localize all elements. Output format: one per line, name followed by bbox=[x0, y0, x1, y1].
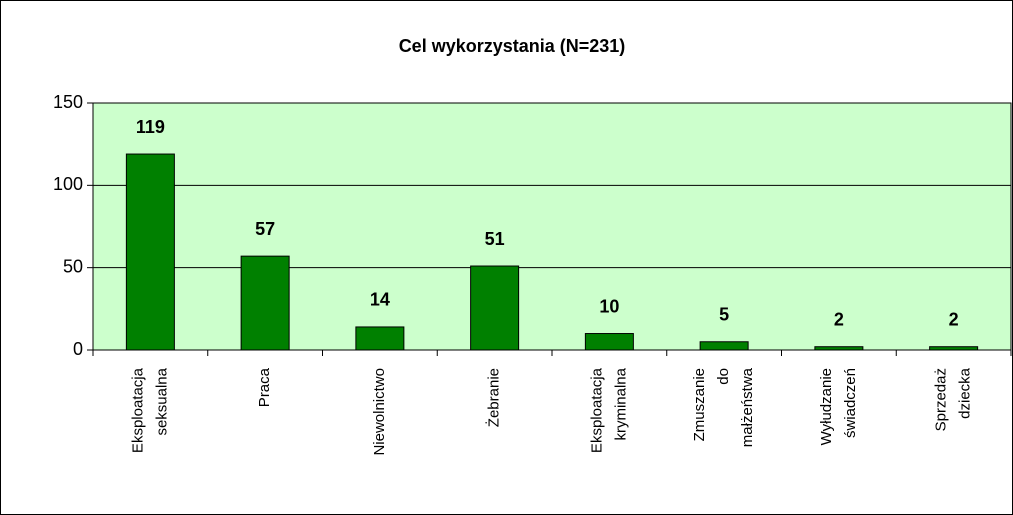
value-label: 51 bbox=[485, 229, 505, 249]
x-tick-label: dziecka bbox=[957, 367, 974, 419]
x-tick-label: Eksploatacja bbox=[588, 367, 605, 453]
x-tick-label: kryminalna bbox=[612, 367, 629, 440]
value-label: 57 bbox=[255, 219, 275, 239]
value-label: 5 bbox=[719, 305, 729, 325]
x-tick-label: małżeństwa bbox=[739, 367, 756, 447]
value-label: 10 bbox=[599, 296, 619, 316]
y-tick-label: 50 bbox=[63, 256, 83, 276]
value-label: 119 bbox=[136, 117, 165, 137]
bar bbox=[240, 255, 290, 351]
bar bbox=[699, 341, 749, 351]
bar bbox=[584, 333, 634, 351]
value-label: 2 bbox=[949, 309, 959, 329]
x-tick-label: seksualna bbox=[153, 367, 170, 435]
bar bbox=[125, 153, 175, 351]
y-tick-label: 150 bbox=[53, 92, 83, 112]
x-tick-label: do bbox=[715, 368, 732, 385]
bar bbox=[355, 326, 405, 351]
x-tick-label: Żebranie bbox=[485, 368, 503, 427]
plot-area bbox=[93, 103, 1011, 350]
x-tick-label: świadczeń bbox=[842, 368, 859, 438]
bar bbox=[929, 346, 979, 351]
y-tick-label: 0 bbox=[73, 339, 83, 359]
x-tick-label: Niewolnictwo bbox=[371, 368, 388, 456]
bar bbox=[470, 265, 520, 351]
value-label: 2 bbox=[834, 309, 844, 329]
x-tick-label: Zmuszanie bbox=[691, 368, 708, 441]
x-tick-label: Eksploatacja bbox=[129, 367, 146, 453]
x-tick-label: Sprzedaż bbox=[933, 368, 950, 431]
x-tick-label: Wyłudzanie bbox=[818, 368, 835, 445]
chart-title: Cel wykorzystania (N=231) bbox=[399, 36, 626, 56]
bar bbox=[814, 346, 864, 351]
y-tick-label: 100 bbox=[53, 174, 83, 194]
x-tick-label: Praca bbox=[256, 367, 273, 407]
value-label: 14 bbox=[370, 290, 390, 310]
